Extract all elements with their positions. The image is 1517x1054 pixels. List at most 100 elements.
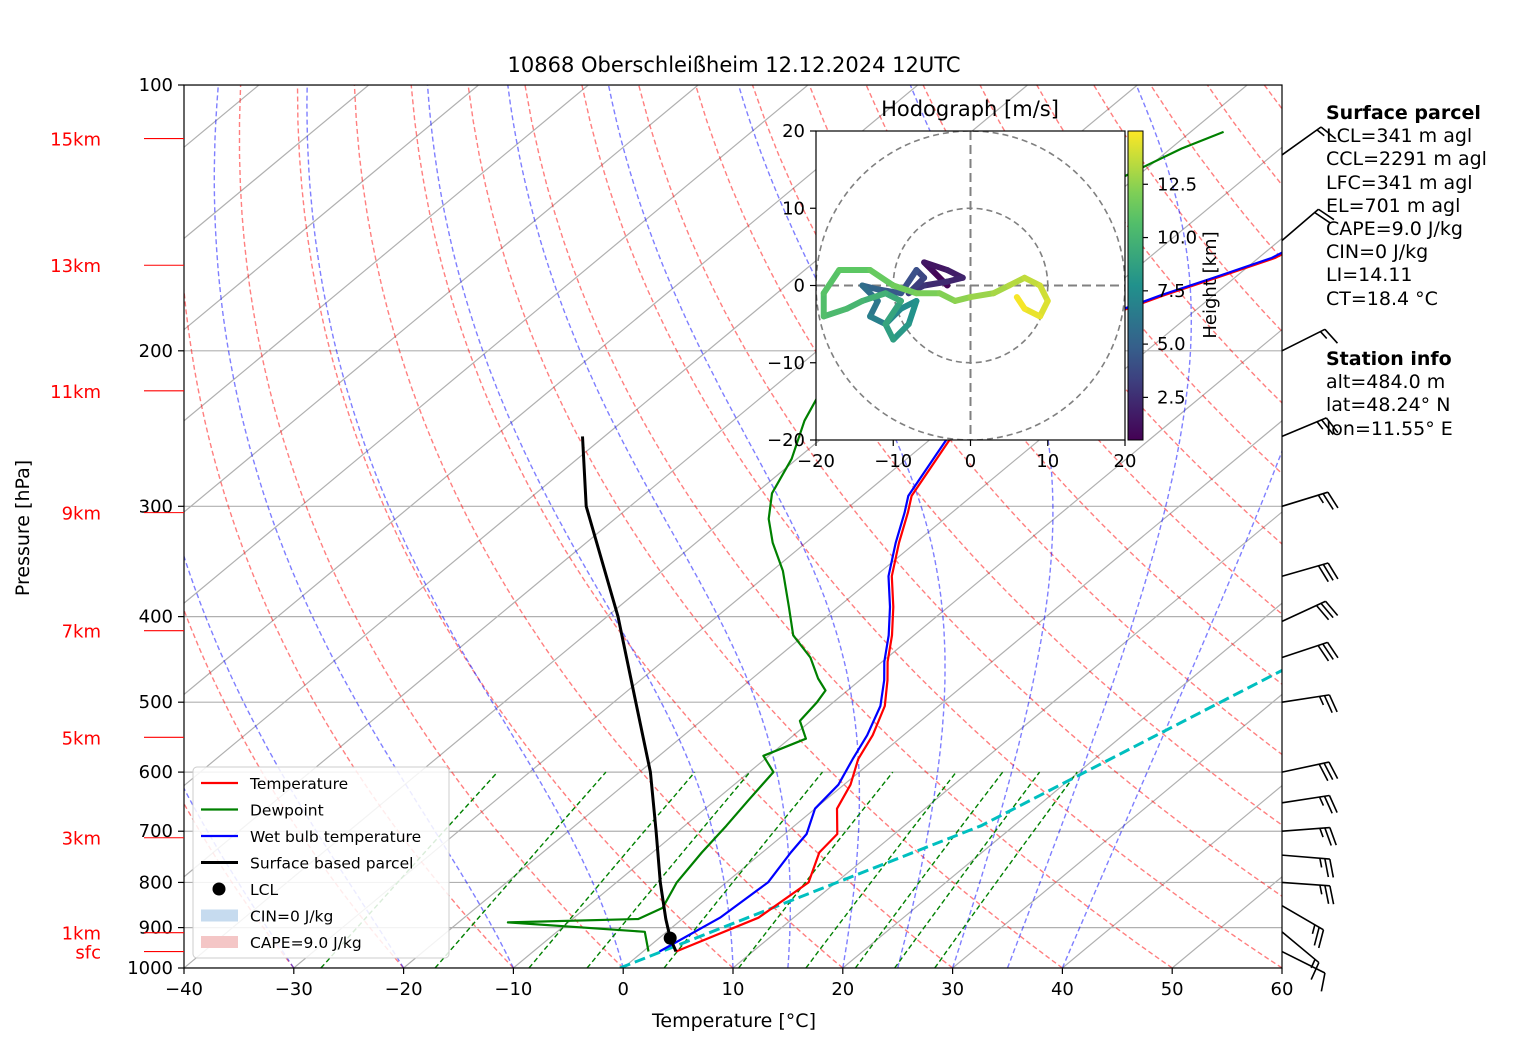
wind-barb-flag [1329, 858, 1335, 878]
dry-adiabat [1492, 85, 1517, 968]
wind-barb-staff [1281, 826, 1330, 833]
cin-value: CIN=0 J/kg [1326, 241, 1429, 264]
wind-barb [1281, 854, 1335, 878]
wind-barb-half [1318, 696, 1325, 706]
height-label: 13km [50, 256, 101, 277]
hodograph-x-tick-label: 0 [965, 451, 976, 472]
wind-barb-flag [1328, 795, 1338, 813]
hodograph-segment [882, 297, 904, 328]
wind-barb-flag [1329, 827, 1337, 846]
wet-bulb-temperature-line [658, 251, 1282, 953]
wind-barb-flag [1323, 795, 1333, 814]
wind-barb-flag [1324, 885, 1330, 904]
wind-barb-flag [1320, 126, 1337, 140]
wind-barb-flag [1318, 763, 1329, 782]
height-label: 5km [62, 728, 101, 749]
wind-barb [1281, 931, 1320, 980]
wind-barb-staff [1281, 641, 1328, 659]
y-tick-label: 100 [139, 75, 173, 96]
isotherm-line [184, 85, 699, 513]
wind-barb-half [1319, 331, 1328, 340]
wind-barb-staff [1281, 931, 1320, 964]
hodograph-segment [890, 282, 920, 297]
hodograph-segment [859, 290, 889, 304]
dry-adiabat [410, 85, 954, 968]
dry-adiabat [524, 85, 1173, 968]
wind-barb [1281, 826, 1337, 846]
dry-adiabat [296, 85, 734, 968]
moist-adiabat [213, 85, 515, 968]
isotherm-line [732, 511, 1282, 968]
wind-barb-half [1319, 884, 1323, 895]
wind-barb-flag [1322, 493, 1334, 510]
isotherm-line [184, 85, 589, 422]
colorbar-tick-label: 7.5 [1157, 281, 1186, 302]
hodograph-segment [921, 278, 951, 289]
wind-barb-flag [1324, 858, 1330, 878]
height-label: 3km [62, 829, 101, 850]
legend-label: Surface based parcel [250, 855, 413, 873]
mixing-ratio-line [894, 771, 1041, 968]
x-tick-label: 40 [1051, 979, 1074, 1000]
mixing-ratio-line [854, 771, 1004, 968]
li-value: LI=14.11 [1326, 264, 1413, 287]
isotherm-line [293, 146, 1282, 968]
x-tick-label: 0 [617, 979, 628, 1000]
hodograph-segment [874, 286, 904, 297]
height-label: 7km [62, 622, 101, 643]
legend-label: CIN=0 J/kg [250, 908, 333, 926]
colorbar-tick-label: 2.5 [1157, 387, 1186, 408]
hodograph-x-tick-label: 10 [1036, 451, 1059, 472]
hodograph-segment [905, 297, 920, 328]
legend-label: LCL [250, 881, 278, 899]
y-tick-label: 500 [139, 692, 173, 713]
station-longitude: lon=11.55° E [1326, 417, 1453, 440]
moist-adiabat [737, 85, 946, 968]
hodograph-segment [867, 267, 897, 289]
station-latitude: lat=48.24° N [1326, 394, 1451, 417]
wind-barb-staff [1281, 761, 1330, 773]
wind-barb-flag [1328, 694, 1338, 713]
hodograph-x-tick-label: −10 [874, 451, 912, 472]
wind-barb-staff [1281, 126, 1322, 156]
lfc-value: LFC=341 m agl [1326, 171, 1473, 194]
wind-barb-staff [1281, 794, 1330, 804]
dry-adiabat [353, 85, 844, 968]
wind-barb-flag [1322, 643, 1334, 660]
mixing-ratio-line [586, 771, 751, 968]
y-tick-label: 700 [139, 821, 173, 842]
height-label: 9km [62, 504, 101, 525]
hodograph-y-tick-label: 20 [782, 121, 805, 142]
wind-barb-flag [1317, 645, 1330, 662]
legend-swatch-cin-0-j-kg [201, 909, 238, 922]
x-tick-label: 20 [831, 979, 854, 1000]
y-tick-label: 300 [139, 496, 173, 517]
lcl-marker [663, 931, 677, 945]
wind-barb [1281, 600, 1339, 623]
wind-barb-flag [1327, 562, 1339, 580]
isotherm-line [184, 85, 809, 604]
wind-barb-half [1318, 796, 1325, 806]
wind-barb [1281, 881, 1335, 905]
hodograph-segment [967, 290, 997, 301]
y-axis-label: Pressure [hPa] [12, 460, 34, 596]
surface-parcel-title: Surface parcel [1326, 102, 1481, 124]
isotherm-line [513, 328, 1282, 968]
wind-barb [1281, 328, 1339, 352]
wind-barb [1281, 562, 1339, 583]
dry-adiabat [751, 85, 1282, 756]
legend-label: Dewpoint [250, 802, 324, 820]
hodograph-x-tick-label: −20 [797, 451, 835, 472]
wind-barb [1281, 761, 1339, 782]
station-info-panel: Station info alt=484.0 m lat=48.24° N lo… [1326, 348, 1453, 441]
hodograph-segment [890, 321, 912, 343]
isotherm-line [184, 85, 370, 240]
wind-barb-flag [1324, 328, 1339, 344]
wind-barb-flag [1323, 695, 1333, 714]
hodograph: Hodograph [m/s] Height [km] −20−20 −10 −10… [767, 97, 1221, 472]
wind-barb [1281, 417, 1339, 438]
dry-adiabat [979, 85, 1282, 475]
legend: Temperature Dewpoint Wet bulb temperature S… [192, 766, 450, 959]
x-tick-label: −30 [275, 979, 313, 1000]
chart-title: 10868 Oberschleißheim 12.12.2024 12UTC [508, 53, 961, 77]
